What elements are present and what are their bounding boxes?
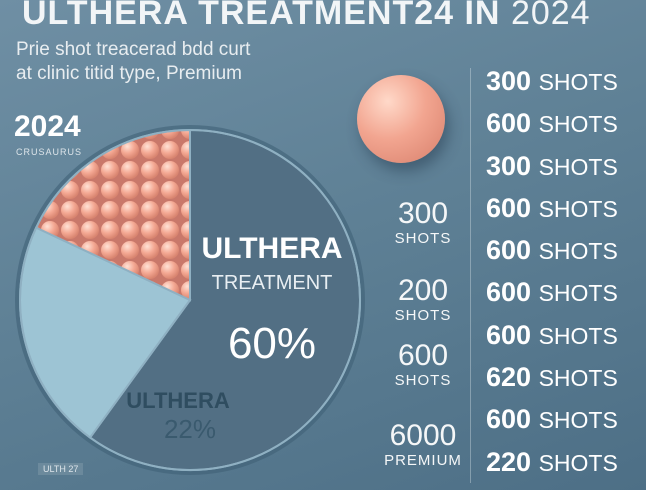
subtitle: Prie shot treacerad bdd curt at clinic t… bbox=[16, 38, 346, 86]
shots-value: 600 bbox=[486, 235, 532, 266]
year-caption: CRUSAURUS bbox=[16, 147, 83, 157]
footer-badge: ULTH 27 bbox=[38, 463, 84, 475]
shots-unit: SHOTS bbox=[538, 449, 618, 476]
shots-row: 300 SHOTS bbox=[486, 151, 646, 193]
shots-row: 600 SHOTS bbox=[486, 404, 646, 446]
shots-value: 600 bbox=[486, 108, 532, 139]
shots-row: 600 SHOTS bbox=[486, 193, 646, 235]
shots-value: 220 bbox=[486, 446, 532, 477]
pie-rim bbox=[19, 129, 361, 471]
shots-row: 300 SHOTS bbox=[486, 66, 646, 108]
title-year: 2024 bbox=[510, 0, 591, 32]
middle-item-2: 200 SHOTS bbox=[378, 275, 468, 325]
shots-row: 600 SHOTS bbox=[486, 277, 646, 319]
shots-value: 300 bbox=[486, 150, 532, 181]
slice-label-treatment-name: ULTHERA bbox=[201, 232, 342, 265]
shots-unit: SHOTS bbox=[538, 407, 618, 434]
middle-item-unit: PREMIUM bbox=[384, 452, 462, 469]
shots-value: 620 bbox=[486, 362, 532, 393]
year-label: 2024 bbox=[14, 110, 81, 143]
slice-label-treatment-sub: TREATMENT bbox=[212, 272, 333, 294]
middle-item-value: 200 bbox=[397, 274, 449, 307]
shots-unit: SHOTS bbox=[538, 238, 618, 265]
subtitle-line-1: Prie shot treacerad bdd curt bbox=[16, 39, 251, 60]
shots-row: 600 SHOTS bbox=[486, 108, 646, 150]
shots-value: 600 bbox=[486, 277, 532, 308]
shots-unit: SHOTS bbox=[538, 153, 618, 180]
middle-item-unit: SHOTS bbox=[394, 230, 452, 247]
sphere-icon bbox=[357, 75, 445, 163]
middle-item-value: 600 bbox=[397, 339, 449, 372]
shots-unit: SHOTS bbox=[538, 111, 618, 138]
shots-unit: SHOTS bbox=[538, 195, 618, 222]
middle-item-4: 6000 PREMIUM bbox=[378, 420, 468, 470]
shots-value: 600 bbox=[486, 192, 532, 223]
title-text: ULTHERA TREATMENT24 IN bbox=[22, 0, 501, 32]
shots-row: 600 SHOTS bbox=[486, 235, 646, 277]
shots-list: 300 SHOTS 600 SHOTS 300 SHOTS 600 SHOTS … bbox=[486, 66, 646, 489]
middle-item-value: 6000 bbox=[389, 419, 457, 452]
slice-label-treatment-pct: 60% bbox=[228, 319, 316, 368]
shots-unit: SHOTS bbox=[538, 322, 618, 349]
shots-row: 220 SHOTS bbox=[486, 447, 646, 489]
shots-value: 300 bbox=[486, 66, 532, 96]
column-divider bbox=[470, 68, 471, 483]
shots-value: 600 bbox=[486, 319, 532, 350]
subtitle-line-2: at clinic titid type, Premium bbox=[16, 63, 242, 84]
middle-item-unit: SHOTS bbox=[394, 372, 452, 389]
slice-label-ulthera-pct: 22% bbox=[164, 414, 216, 444]
shots-unit: SHOTS bbox=[538, 69, 618, 95]
page-title: ULTHERA TREATMENT24 IN 2024 bbox=[22, 0, 591, 33]
shots-unit: SHOTS bbox=[538, 365, 618, 392]
middle-item-1: 300 SHOTS bbox=[378, 198, 468, 248]
shots-unit: SHOTS bbox=[538, 280, 618, 307]
slice-label-ulthera-name: ULTHERA bbox=[126, 388, 230, 413]
shots-row: 600 SHOTS bbox=[486, 320, 646, 362]
middle-item-value: 300 bbox=[397, 197, 449, 230]
middle-item-3: 600 SHOTS bbox=[378, 340, 468, 390]
shots-row: 620 SHOTS bbox=[486, 362, 646, 404]
middle-item-unit: SHOTS bbox=[394, 307, 452, 324]
shots-value: 600 bbox=[486, 404, 532, 435]
